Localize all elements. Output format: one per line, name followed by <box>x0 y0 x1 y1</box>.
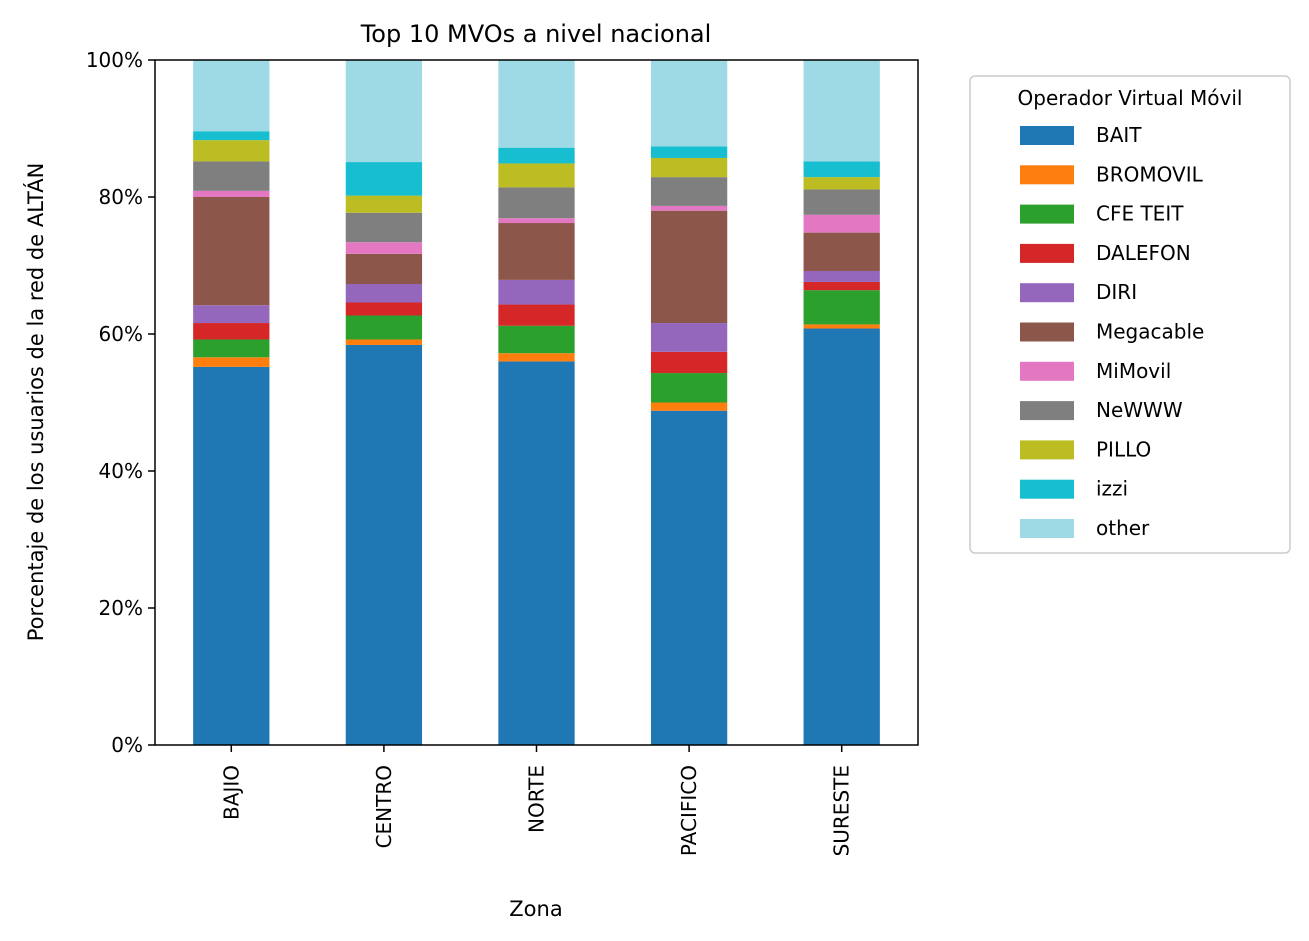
bar-centro-bait <box>345 344 423 745</box>
legend-swatch <box>1020 440 1074 460</box>
bar-norte-cfe-teit <box>498 325 575 354</box>
y-tick-label: 100% <box>86 48 143 72</box>
bar-pacifico-dalefon <box>650 351 728 374</box>
bar-norte-bait <box>498 361 575 745</box>
legend-label: PILLO <box>1096 437 1151 461</box>
legend-label: NeWWW <box>1096 398 1183 422</box>
bar-pacifico-diri <box>650 323 728 352</box>
bar-centro-pillo <box>345 195 423 213</box>
bar-norte-izzi <box>498 147 575 164</box>
bar-pacifico-cfe-teit <box>650 373 728 403</box>
legend-swatch <box>1020 479 1074 499</box>
y-tick-label: 40% <box>99 459 143 483</box>
bar-bajio-other <box>193 60 270 132</box>
bar-centro-bromovil <box>345 339 423 345</box>
x-tick-label: SURESTE <box>830 765 854 856</box>
bar-pacifico-pillo <box>650 157 728 178</box>
legend-label: izzi <box>1096 477 1128 501</box>
bar-pacifico-bait <box>650 410 728 745</box>
x-tick-label: NORTE <box>525 765 549 833</box>
x-tick-label: PACIFICO <box>677 765 701 856</box>
x-axis-title: Zona <box>509 897 562 921</box>
legend-swatch <box>1020 361 1074 381</box>
bar-norte-mimovil <box>498 218 575 224</box>
y-axis-title: Porcentaje de los usuarios de la red de … <box>23 163 48 642</box>
bar-pacifico-megacable <box>650 210 728 324</box>
legend-swatch <box>1020 243 1074 263</box>
bar-bajio-cfe-teit <box>193 339 270 358</box>
bar-sureste-mimovil <box>803 214 880 233</box>
legend-swatch <box>1020 165 1074 185</box>
bar-pacifico-mimovil <box>650 205 728 211</box>
bar-sureste-pillo <box>803 177 880 190</box>
legend-label: other <box>1096 516 1150 540</box>
bar-bajio-pillo <box>193 140 270 162</box>
bar-centro-newww <box>345 212 423 243</box>
legend-label: CFE TEIT <box>1096 202 1184 226</box>
bar-bajio-bait <box>193 366 270 745</box>
y-tick-label: 0% <box>111 733 143 757</box>
bar-sureste-izzi <box>803 161 880 178</box>
legend-label: DALEFON <box>1096 241 1191 265</box>
bar-pacifico-newww <box>650 177 728 206</box>
bar-bajio-mimovil <box>193 190 270 197</box>
bar-sureste-other <box>803 60 880 162</box>
bar-sureste-newww <box>803 189 880 215</box>
bar-norte-bromovil <box>498 353 575 362</box>
chart-title: Top 10 MVOs a nivel nacional <box>360 20 712 48</box>
bar-bajio-newww <box>193 161 270 191</box>
legend-label: BAIT <box>1096 123 1142 147</box>
bar-centro-diri <box>345 283 423 303</box>
legend-swatch <box>1020 126 1074 145</box>
bar-bajio-megacable <box>193 197 270 306</box>
y-tick-label: 80% <box>99 185 143 209</box>
bar-sureste-cfe-teit <box>803 290 880 325</box>
bar-bajio-diri <box>193 305 270 324</box>
legend-swatch <box>1020 519 1074 538</box>
bar-norte-diri <box>498 279 575 305</box>
bar-centro-megacable <box>345 253 423 284</box>
bar-pacifico-other <box>650 60 728 147</box>
bar-sureste-dalefon <box>803 281 880 291</box>
bar-pacifico-bromovil <box>650 402 728 411</box>
legend-label: DIRI <box>1096 280 1137 304</box>
bar-norte-dalefon <box>498 304 575 326</box>
bar-norte-newww <box>498 187 575 219</box>
bar-bajio-dalefon <box>193 323 270 340</box>
bar-centro-dalefon <box>345 302 423 316</box>
bar-centro-mimovil <box>345 242 423 254</box>
y-tick-label: 60% <box>99 322 143 346</box>
legend-swatch <box>1020 283 1074 303</box>
bar-norte-pillo <box>498 163 575 188</box>
legend: Operador Virtual Móvil BAIT BROMOVIL CFE T… <box>969 75 1291 554</box>
legend-swatch <box>1020 204 1074 224</box>
bar-centro-cfe-teit <box>345 315 423 340</box>
bar-sureste-megacable <box>803 232 880 271</box>
legend-label: Megacable <box>1096 320 1204 344</box>
legend-swatch <box>1020 322 1074 342</box>
bar-sureste-diri <box>803 270 880 282</box>
bar-bajio-bromovil <box>193 357 270 367</box>
legend-label: MiMovil <box>1096 359 1171 383</box>
bar-centro-izzi <box>345 162 423 196</box>
bar-bajio-izzi <box>193 131 270 141</box>
legend-title: Operador Virtual Móvil <box>1018 86 1243 110</box>
bar-sureste-bait <box>803 328 880 745</box>
y-tick-label: 20% <box>99 596 143 620</box>
legend-box <box>969 75 1291 554</box>
bar-centro-other <box>345 60 423 163</box>
bar-norte-other <box>498 60 575 148</box>
x-tick-label: BAJIO <box>219 765 243 820</box>
legend-swatch <box>1020 401 1074 421</box>
y-axis: 0% 20% 40% 60% 80% 100% <box>86 48 155 757</box>
bar-pacifico-izzi <box>650 146 728 158</box>
bar-norte-megacable <box>498 223 575 280</box>
bars-group <box>193 60 880 745</box>
legend-label: BROMOVIL <box>1096 162 1204 186</box>
x-tick-label: CENTRO <box>372 765 396 848</box>
bar-sureste-bromovil <box>803 324 880 329</box>
x-axis: BAJIO CENTRO NORTE PACIFICO SURESTE <box>219 745 854 856</box>
